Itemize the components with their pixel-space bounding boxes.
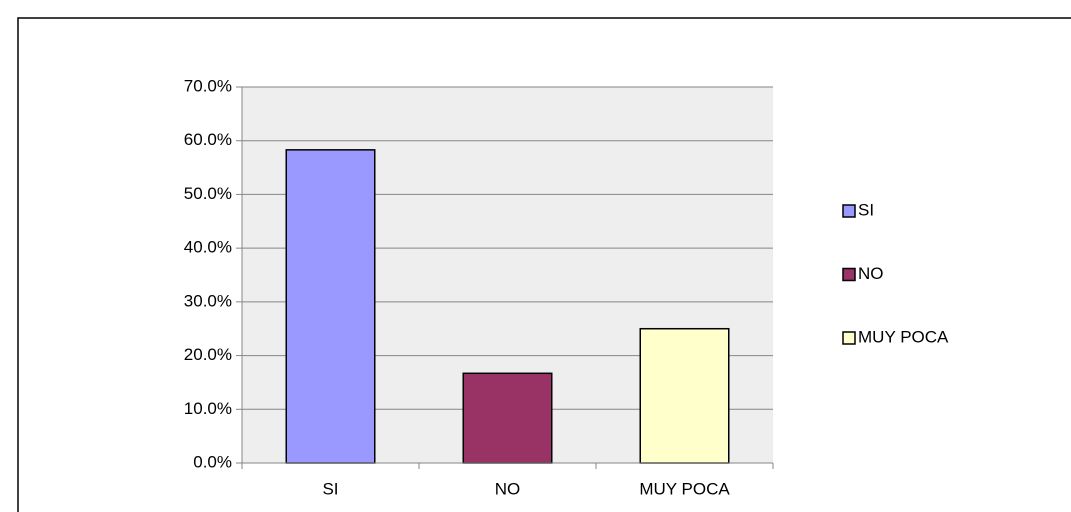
y-tick-label: 30.0% bbox=[184, 291, 232, 310]
y-tick-label: 20.0% bbox=[184, 345, 232, 364]
y-tick-label: 0.0% bbox=[193, 452, 232, 471]
bar bbox=[639, 327, 730, 464]
legend-swatch bbox=[842, 267, 856, 282]
legend-label: SI bbox=[858, 200, 874, 219]
legend-swatch bbox=[842, 204, 856, 218]
legend-label: NO bbox=[858, 264, 884, 283]
y-tick-label: 60.0% bbox=[184, 130, 232, 149]
legend-label: MUY POCA bbox=[858, 327, 949, 346]
y-tick-label: 10.0% bbox=[184, 399, 232, 418]
y-tick-label: 70.0% bbox=[184, 76, 232, 95]
legend-swatch bbox=[842, 331, 856, 345]
x-tick-label: NO bbox=[495, 479, 521, 498]
y-tick-label: 40.0% bbox=[184, 238, 232, 257]
bar bbox=[285, 149, 376, 464]
bar bbox=[462, 372, 553, 464]
y-tick-label: 50.0% bbox=[184, 184, 232, 203]
x-tick-label: SI bbox=[322, 479, 338, 498]
x-tick-label: MUY POCA bbox=[639, 479, 730, 498]
